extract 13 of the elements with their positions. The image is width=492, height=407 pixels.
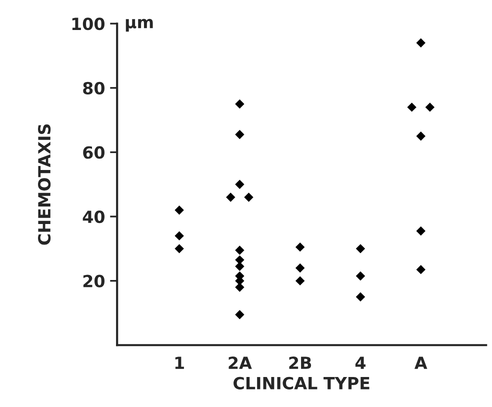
x-tick-label: 2A bbox=[228, 356, 252, 369]
annotation: μm bbox=[126, 18, 153, 32]
y-tick-label: 20 bbox=[83, 274, 104, 288]
x-tick-label: 4 bbox=[355, 356, 366, 369]
y-tick-label: 100 bbox=[72, 18, 104, 30]
x-axis-title: CLINICAL TYPE bbox=[234, 376, 370, 390]
y-tick-label: 80 bbox=[83, 82, 104, 94]
x-tick-label: A bbox=[414, 356, 428, 369]
y-tick-label: 60 bbox=[83, 146, 104, 159]
x-tick-label: 1 bbox=[175, 356, 184, 369]
x-tick-label: 2B bbox=[289, 356, 312, 369]
y-tick-label: 40 bbox=[82, 210, 104, 224]
y-axis-title: CHEMOTAXIS bbox=[38, 124, 51, 245]
